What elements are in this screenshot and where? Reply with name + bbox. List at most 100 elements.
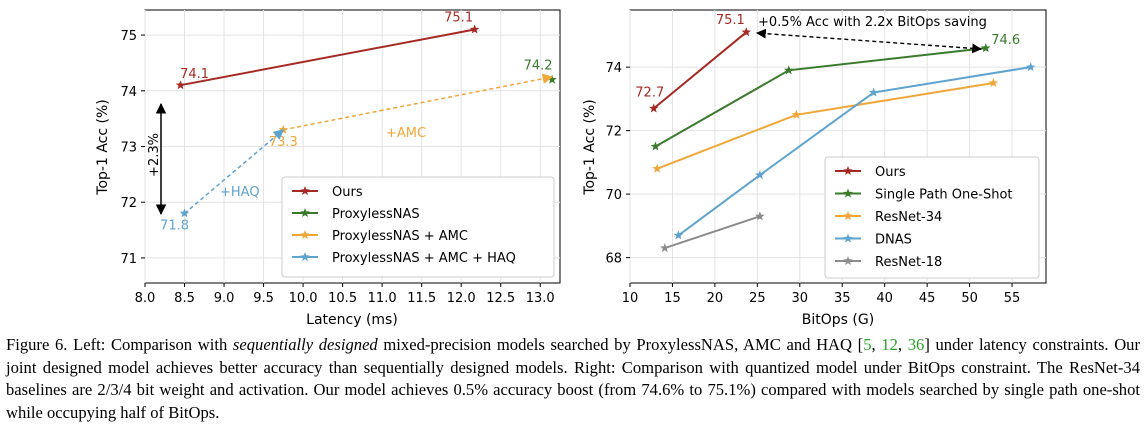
legend-item: ResNet-18 bbox=[835, 255, 942, 270]
x-tick-label: 12.5 bbox=[486, 291, 515, 306]
data-point-marker bbox=[652, 163, 662, 173]
amc-label: +AMC bbox=[386, 126, 426, 141]
legend-swatch-marker bbox=[843, 256, 853, 266]
right-series: 72.7 75.1 74.6 bbox=[635, 13, 1036, 253]
legend-label: Ours bbox=[875, 165, 906, 180]
caption-sep-2: , bbox=[897, 335, 908, 354]
right-y-ticks: 68 70 72 74 bbox=[605, 61, 630, 267]
legend-item: ProxylessNAS + AMC + HAQ bbox=[292, 251, 516, 266]
series-line bbox=[180, 28, 475, 87]
data-point-marker bbox=[988, 78, 999, 88]
left-x-ticks: 8.0 8.5 9.0 9.5 10.0 10.5 11.0 11.5 12.0 12.5 13.0 bbox=[135, 283, 555, 306]
caption-part2: mixed-precision models searched by Proxy… bbox=[377, 335, 864, 354]
series-line bbox=[184, 129, 285, 214]
legend-item: ProxylessNAS bbox=[292, 207, 420, 222]
x-tick-label: 55 bbox=[1004, 291, 1021, 306]
data-label: 75.1 bbox=[716, 13, 745, 28]
y-tick-label: 68 bbox=[605, 252, 622, 267]
data-point-marker bbox=[469, 24, 480, 34]
data-point-marker bbox=[741, 27, 752, 37]
series-line bbox=[283, 73, 554, 131]
legend-item: Single Path One-Shot bbox=[835, 188, 1013, 203]
right-legend: Ours Single Path One-Shot ResNet-34 DNAS Res… bbox=[824, 156, 1040, 279]
series-resnet-34 bbox=[652, 78, 999, 173]
saving-label: +0.5% Acc with 2.2x BitOps saving bbox=[758, 15, 987, 30]
data-point-marker bbox=[179, 208, 190, 218]
series-line bbox=[677, 66, 1031, 237]
left-legend: Ours ProxylessNAS ProxylessNAS + AMC Proxyl… bbox=[281, 176, 555, 278]
x-tick-label: 8.0 bbox=[135, 291, 156, 306]
caption-ref-1[interactable]: 5 bbox=[863, 335, 872, 354]
x-tick-label: 30 bbox=[792, 291, 809, 306]
legend-item: Ours bbox=[835, 165, 906, 180]
haq-label: +HAQ bbox=[220, 185, 260, 200]
x-tick-label: 13.0 bbox=[526, 291, 555, 306]
caption-sep-1: , bbox=[871, 335, 882, 354]
legend-swatch-marker bbox=[300, 186, 310, 196]
y-tick-label: 72 bbox=[605, 125, 622, 140]
y-tick-label: 71 bbox=[120, 252, 137, 267]
x-tick-label: 45 bbox=[919, 291, 936, 306]
caption-ref-3[interactable]: 36 bbox=[907, 335, 925, 354]
right-x-ticks: 10 15 20 25 30 35 40 45 50 55 bbox=[622, 283, 1021, 306]
series-ours: 74.1 75.1 bbox=[175, 11, 480, 90]
y-tick-label: 74 bbox=[605, 61, 622, 76]
series-proxylessnas-amc-haq: 71.8 bbox=[160, 129, 285, 233]
caption-part1: Figure 6. Left: Comparison with bbox=[6, 335, 233, 354]
x-tick-label: 10 bbox=[622, 291, 639, 306]
legend-swatch-marker bbox=[300, 208, 310, 218]
x-tick-label: 10.5 bbox=[328, 291, 357, 306]
caption-part3: ] under latency constraints. Our joint d… bbox=[6, 335, 1141, 422]
x-tick-label: 20 bbox=[707, 291, 724, 306]
x-tick-label: 9.0 bbox=[214, 291, 235, 306]
legend-swatch-marker bbox=[300, 230, 310, 240]
data-point-marker bbox=[650, 141, 661, 151]
caption-ref-2[interactable]: 12 bbox=[881, 335, 898, 354]
data-point-marker bbox=[649, 103, 659, 113]
legend-item: ProxylessNAS + AMC bbox=[292, 229, 468, 244]
legend-swatch-marker bbox=[843, 233, 853, 243]
data-point-marker bbox=[673, 230, 684, 240]
left-y-ticks: 71 72 73 74 75 bbox=[120, 29, 145, 267]
data-label: 74.1 bbox=[180, 67, 209, 82]
legend-item: ResNet-34 bbox=[835, 210, 942, 225]
legend-label: Single Path One-Shot bbox=[875, 188, 1013, 203]
right-y-axis-label: Top-1 Acc (%) bbox=[582, 99, 598, 195]
figure-caption: Figure 6. Left: Comparison with sequenti… bbox=[6, 334, 1140, 424]
x-tick-label: 50 bbox=[961, 291, 978, 306]
series-resnet-18 bbox=[660, 211, 765, 253]
x-tick-label: 10.0 bbox=[289, 291, 318, 306]
series-single-path-one-shot: 74.6 bbox=[650, 33, 1020, 151]
y-tick-label: 75 bbox=[120, 29, 137, 44]
data-point-marker bbox=[175, 80, 186, 90]
y-tick-label: 73 bbox=[120, 141, 137, 156]
data-label: 74.2 bbox=[524, 59, 553, 74]
legend-swatch-marker bbox=[843, 166, 853, 176]
x-tick-label: 40 bbox=[876, 291, 893, 306]
data-point-marker bbox=[868, 87, 879, 97]
right-legend-box bbox=[824, 156, 1040, 279]
series-line bbox=[664, 215, 761, 250]
legend-swatch-marker bbox=[843, 188, 853, 198]
data-label: 74.6 bbox=[991, 33, 1020, 48]
x-tick-label: 11.0 bbox=[368, 291, 397, 306]
data-label: 72.7 bbox=[635, 85, 664, 100]
legend-label: ResNet-34 bbox=[875, 210, 942, 225]
x-tick-label: 15 bbox=[664, 291, 681, 306]
left-x-axis-label: Latency (ms) bbox=[306, 312, 398, 328]
legend-label: Ours bbox=[332, 185, 363, 200]
x-tick-label: 9.5 bbox=[253, 291, 274, 306]
y-tick-label: 70 bbox=[605, 188, 622, 203]
x-tick-label: 11.5 bbox=[407, 291, 436, 306]
data-point-marker bbox=[784, 65, 794, 75]
data-label: 73.3 bbox=[269, 135, 298, 150]
legend-item: Ours bbox=[292, 185, 363, 200]
series-ours: 72.7 75.1 bbox=[635, 13, 752, 113]
series-dnas bbox=[673, 62, 1036, 240]
left-legend-box bbox=[281, 176, 555, 278]
left-series: 74.1 75.1 74.2 73.3 71.8 bbox=[160, 11, 557, 233]
figure-canvas: 8.0 8.5 9.0 9.5 10.0 10.5 11.0 11.5 12.0 12.5 13.0… bbox=[95, 9, 1047, 328]
x-tick-label: 8.5 bbox=[174, 291, 195, 306]
x-tick-label: 12.0 bbox=[447, 291, 476, 306]
caption-emphasis: sequentially designed bbox=[232, 335, 378, 354]
